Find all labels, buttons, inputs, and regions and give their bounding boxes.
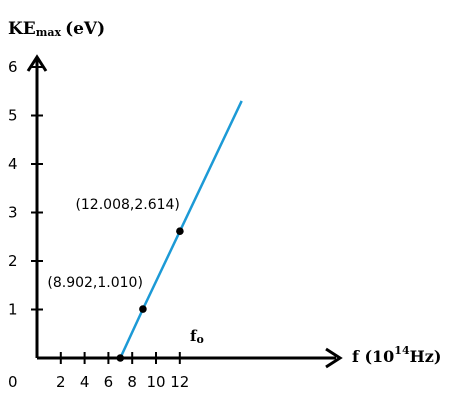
x-axis-title-exp: 14 <box>394 344 410 357</box>
y-tick-label: 1 <box>8 301 18 319</box>
y-tick-label: 6 <box>8 58 18 76</box>
y-tick-label: 4 <box>8 155 18 173</box>
data-point-label: (12.008,2.614) <box>75 197 179 213</box>
data-line <box>119 100 243 359</box>
origin-label: 0 <box>8 373 18 391</box>
data-point <box>139 305 147 313</box>
y-axis-title: KEmax (eV) <box>8 19 105 39</box>
x-axis-title-main: f (10 <box>352 347 394 366</box>
y-axis-title-main: KE <box>8 19 36 39</box>
y-tick-label: 5 <box>8 107 18 125</box>
x-tick-label: 10 <box>146 373 165 391</box>
series-layer <box>119 100 243 359</box>
y-axis-title-unit: (eV) <box>65 19 105 39</box>
y-tick-label: 3 <box>8 204 18 222</box>
x-axis-title-unit: Hz) <box>410 347 442 366</box>
x-tick-label: 8 <box>127 373 137 391</box>
y-axis-title-sub: max <box>36 26 62 39</box>
threshold-label-sub: o <box>196 333 203 346</box>
y-tick-label: 2 <box>8 252 18 270</box>
x-tick-label: 2 <box>56 373 66 391</box>
x-axis-arrow <box>325 347 343 369</box>
points-layer: (8.902,1.010) (12.008,2.614) <box>47 197 184 362</box>
threshold-frequency-label: fo <box>190 327 204 346</box>
x-tick-label: 4 <box>80 373 90 391</box>
threshold-label-main: f <box>190 327 198 345</box>
x-tick-label: 12 <box>170 373 189 391</box>
data-point <box>176 227 184 236</box>
x-axis-title: f (1014Hz) <box>352 344 441 366</box>
data-point-label: (8.902,1.010) <box>47 275 143 291</box>
data-point <box>116 354 125 362</box>
x-tick-label: 6 <box>104 373 114 391</box>
